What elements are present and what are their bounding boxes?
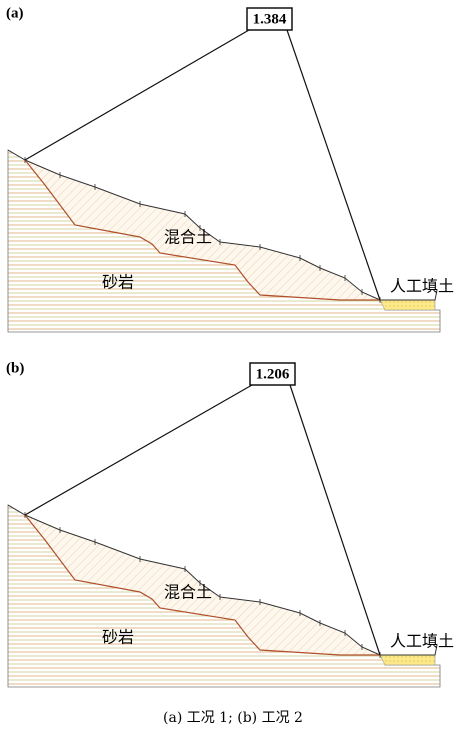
sandstone-region xyxy=(8,150,440,332)
panel-label: (a) xyxy=(6,5,24,21)
material-label: 混合土 xyxy=(164,583,212,602)
slip-line xyxy=(25,30,249,160)
fill-region xyxy=(380,300,435,310)
fill-region xyxy=(380,655,435,665)
slip-line xyxy=(25,385,252,515)
material-label: 人工填土 xyxy=(390,632,454,651)
factor-of-safety: 1.384 xyxy=(253,11,287,27)
material-label: 砂岩 xyxy=(102,628,134,647)
factor-of-safety: 1.206 xyxy=(256,366,290,382)
material-label: 砂岩 xyxy=(102,273,134,292)
caption: (a) 工况 1; (b) 工况 2 xyxy=(163,710,303,726)
sandstone-region xyxy=(8,505,440,687)
material-label: 混合土 xyxy=(164,228,212,247)
figure: (a) 工况 1; (b) 工况 2 1.384(a)混合土砂岩人工填土1.20… xyxy=(0,0,466,736)
material-label: 人工填土 xyxy=(390,277,454,296)
panel-label: (b) xyxy=(6,360,24,376)
